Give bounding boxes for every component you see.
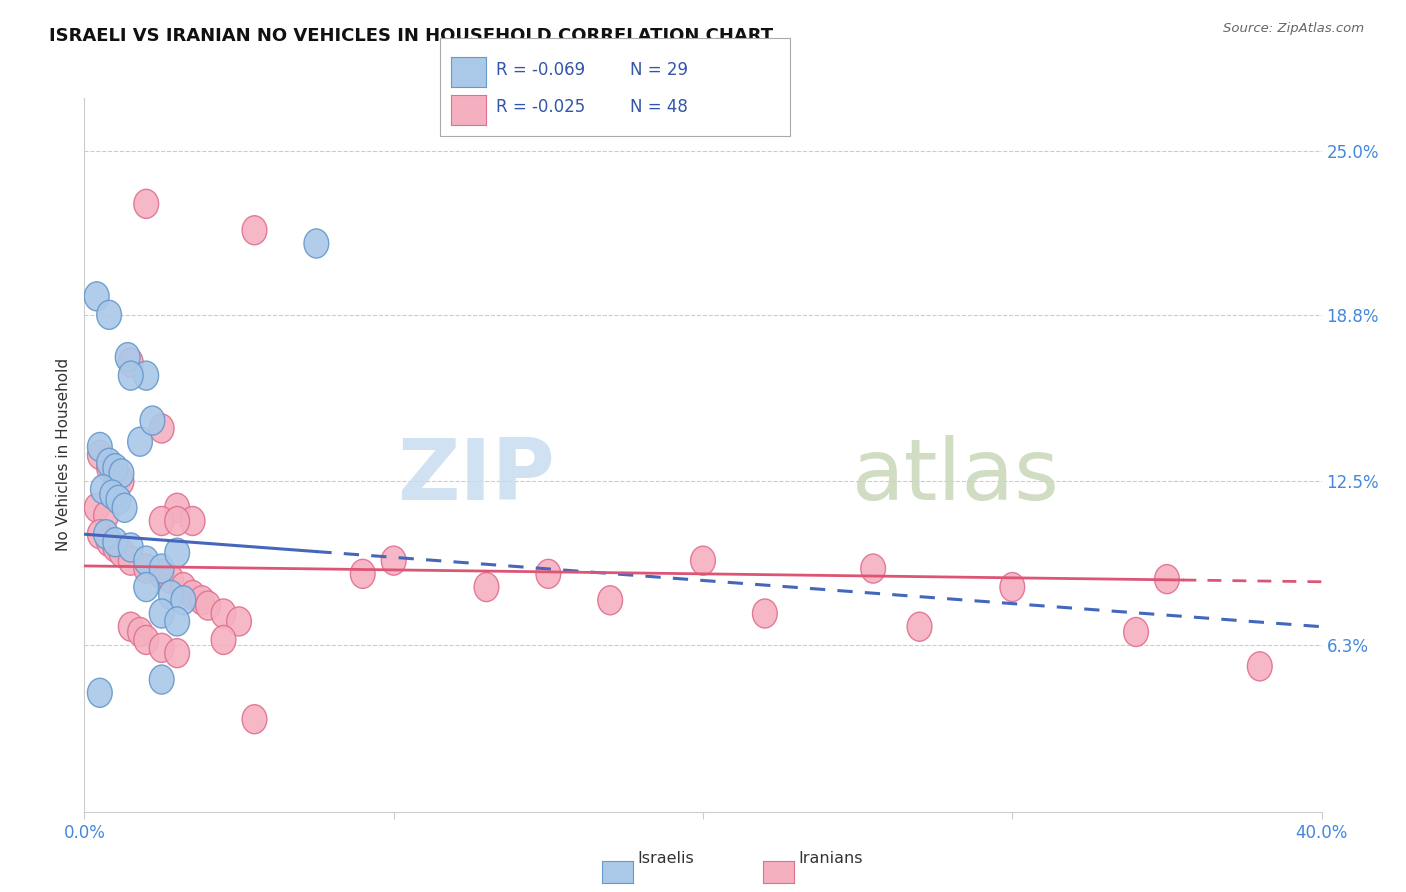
Ellipse shape: [149, 665, 174, 694]
Ellipse shape: [1247, 652, 1272, 681]
Y-axis label: No Vehicles in Household: No Vehicles in Household: [56, 359, 72, 551]
Text: N = 29: N = 29: [630, 61, 688, 78]
Ellipse shape: [103, 454, 128, 483]
Ellipse shape: [180, 507, 205, 535]
Ellipse shape: [128, 617, 152, 647]
Text: Israelis: Israelis: [637, 851, 693, 865]
Ellipse shape: [536, 559, 561, 589]
Ellipse shape: [118, 533, 143, 562]
Ellipse shape: [134, 189, 159, 219]
Ellipse shape: [165, 493, 190, 523]
Ellipse shape: [149, 507, 174, 535]
Ellipse shape: [190, 586, 214, 615]
Ellipse shape: [105, 485, 131, 515]
Ellipse shape: [128, 427, 152, 456]
Ellipse shape: [211, 625, 236, 655]
Ellipse shape: [242, 216, 267, 244]
Ellipse shape: [134, 361, 159, 390]
Ellipse shape: [87, 433, 112, 461]
Ellipse shape: [90, 475, 115, 504]
Ellipse shape: [474, 573, 499, 601]
Ellipse shape: [211, 599, 236, 628]
Text: R = -0.069: R = -0.069: [496, 61, 585, 78]
Ellipse shape: [350, 559, 375, 589]
Ellipse shape: [149, 554, 174, 583]
Ellipse shape: [110, 467, 134, 496]
Ellipse shape: [752, 599, 778, 628]
Ellipse shape: [94, 520, 118, 549]
Ellipse shape: [134, 625, 159, 655]
Text: Source: ZipAtlas.com: Source: ZipAtlas.com: [1223, 22, 1364, 36]
Ellipse shape: [149, 559, 174, 589]
Ellipse shape: [1154, 565, 1180, 594]
Ellipse shape: [112, 493, 136, 523]
Ellipse shape: [84, 493, 110, 523]
Ellipse shape: [159, 581, 183, 609]
Ellipse shape: [165, 639, 190, 668]
Ellipse shape: [87, 441, 112, 469]
Ellipse shape: [118, 612, 143, 641]
Ellipse shape: [118, 361, 143, 390]
Ellipse shape: [860, 554, 886, 583]
Ellipse shape: [134, 546, 159, 575]
Text: ISRAELI VS IRANIAN NO VEHICLES IN HOUSEHOLD CORRELATION CHART: ISRAELI VS IRANIAN NO VEHICLES IN HOUSEH…: [49, 27, 773, 45]
Ellipse shape: [97, 454, 121, 483]
Ellipse shape: [180, 581, 205, 609]
Ellipse shape: [165, 507, 190, 535]
Ellipse shape: [100, 480, 125, 509]
Ellipse shape: [118, 546, 143, 575]
Text: ZIP: ZIP: [396, 434, 554, 518]
Ellipse shape: [118, 348, 143, 377]
Ellipse shape: [149, 633, 174, 663]
Ellipse shape: [110, 538, 134, 567]
Ellipse shape: [165, 607, 190, 636]
Ellipse shape: [172, 586, 195, 615]
Ellipse shape: [103, 533, 128, 562]
Ellipse shape: [195, 591, 221, 620]
Ellipse shape: [149, 599, 174, 628]
Ellipse shape: [134, 554, 159, 583]
Ellipse shape: [907, 612, 932, 641]
Ellipse shape: [381, 546, 406, 575]
Ellipse shape: [226, 607, 252, 636]
Ellipse shape: [165, 538, 190, 567]
Ellipse shape: [304, 229, 329, 258]
Ellipse shape: [172, 573, 195, 601]
Ellipse shape: [97, 301, 121, 329]
Text: Iranians: Iranians: [799, 851, 863, 865]
Ellipse shape: [87, 678, 112, 707]
Ellipse shape: [159, 565, 183, 594]
Ellipse shape: [103, 458, 128, 488]
Ellipse shape: [690, 546, 716, 575]
Ellipse shape: [87, 520, 112, 549]
Ellipse shape: [141, 406, 165, 435]
Text: atlas: atlas: [852, 434, 1060, 518]
Text: R = -0.025: R = -0.025: [496, 98, 585, 116]
Ellipse shape: [97, 527, 121, 557]
Ellipse shape: [115, 343, 141, 372]
Ellipse shape: [94, 501, 118, 530]
Ellipse shape: [1000, 573, 1025, 601]
Ellipse shape: [598, 586, 623, 615]
Ellipse shape: [149, 414, 174, 443]
Ellipse shape: [242, 705, 267, 734]
Ellipse shape: [110, 458, 134, 488]
Ellipse shape: [134, 573, 159, 601]
Ellipse shape: [103, 527, 128, 557]
Ellipse shape: [84, 282, 110, 311]
Text: N = 48: N = 48: [630, 98, 688, 116]
Ellipse shape: [97, 449, 121, 477]
Ellipse shape: [1123, 617, 1149, 647]
